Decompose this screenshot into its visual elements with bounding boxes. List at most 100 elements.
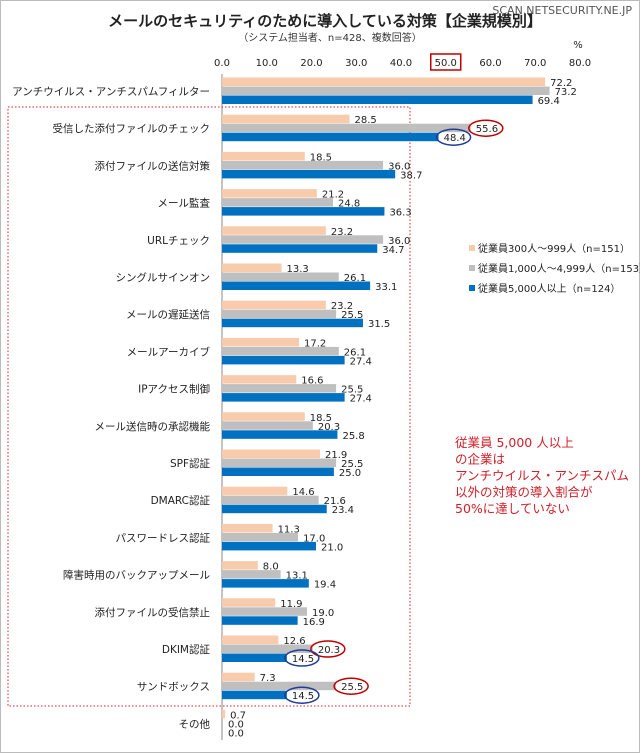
value-label: 7.3: [260, 673, 276, 684]
value-label: 0.0: [228, 719, 244, 730]
value-label: 36.0: [388, 161, 410, 172]
value-label: 14.6: [292, 487, 314, 498]
bar: [222, 189, 317, 198]
bar: [222, 309, 337, 319]
value-label: 20.3: [318, 422, 340, 433]
bar: [222, 532, 299, 542]
legend-swatch: [469, 285, 475, 291]
value-label: 16.6: [301, 376, 323, 387]
value-label: 23.2: [331, 301, 353, 312]
value-label: 69.4: [538, 96, 560, 107]
x-tick-label: 10.0: [256, 58, 278, 69]
bar: [222, 644, 313, 653]
bar: [222, 337, 299, 347]
bar: [222, 263, 282, 272]
bar: [222, 355, 345, 365]
x-tick-label: 60.0: [479, 58, 501, 69]
value-label: 73.2: [555, 87, 577, 98]
bar: [222, 598, 276, 607]
value-label: 17.0: [303, 533, 325, 544]
bar: [222, 86, 550, 95]
category-label: シングルサインオン: [116, 271, 211, 284]
bar: [222, 458, 337, 467]
legend-label: 従業員1,000人～4,999人（n=153）: [478, 262, 640, 275]
value-label: 19.0: [312, 608, 334, 619]
category-label: URLチェック: [147, 235, 210, 247]
bar: [222, 541, 316, 551]
bar: [222, 151, 305, 161]
value-label: 27.4: [350, 394, 372, 405]
bar: [222, 160, 384, 170]
x-tick-label: 50.0: [435, 58, 457, 69]
bar: [222, 635, 279, 644]
value-label: 55.6: [476, 124, 498, 135]
value-label: 25.5: [341, 459, 363, 470]
value-label: 38.7: [400, 170, 422, 181]
value-label: 25.0: [339, 468, 361, 479]
legend-swatch: [469, 265, 475, 271]
category-label: メール監査: [158, 197, 211, 210]
bar: [222, 132, 439, 142]
highlight-circle: [284, 649, 320, 667]
bar: [222, 681, 337, 691]
bar: [222, 504, 327, 514]
value-label: 14.5: [292, 654, 314, 665]
value-label: 25.5: [341, 682, 363, 693]
value-label: 12.6: [283, 636, 305, 647]
watermark: SCAN.NETSECURITY.NE.JP: [492, 4, 632, 17]
value-label: 25.5: [341, 385, 363, 396]
category-label: DKIM認証: [162, 643, 211, 656]
legend-swatch: [469, 245, 475, 251]
category-label: IPアクセス制御: [138, 383, 210, 396]
x-tick-label: 0.0: [214, 58, 230, 69]
bar: [222, 616, 298, 625]
value-label: 18.5: [310, 152, 332, 163]
category-label: 添付ファイルの受信禁止: [95, 606, 211, 619]
value-label: 26.1: [344, 347, 366, 358]
x-tick-label: 40.0: [390, 58, 412, 69]
value-label: 21.9: [325, 450, 347, 461]
bar: [222, 346, 339, 356]
value-label: 11.9: [280, 599, 302, 610]
highlight-circle: [468, 119, 504, 137]
bar: [222, 570, 281, 579]
value-label: 72.2: [550, 78, 572, 89]
x-tick-label: 70.0: [524, 58, 546, 69]
category-label: サンドボックス: [137, 681, 210, 693]
bar: [222, 235, 384, 244]
highlight-circle: [284, 686, 320, 704]
bar: [222, 375, 297, 384]
value-label: 21.2: [322, 190, 344, 201]
value-label: 23.2: [331, 227, 353, 238]
bar: [222, 207, 385, 216]
chart-subtitle: （システム担当者、n=428、複数回答）: [238, 31, 422, 44]
annotation-line: アンチウイルス・アンチスパム: [455, 468, 629, 483]
bar: [222, 449, 321, 458]
bar: [222, 169, 396, 179]
value-label: 36.3: [389, 208, 411, 219]
bar: [222, 486, 288, 496]
bar: [222, 579, 309, 588]
bar: [222, 272, 339, 281]
value-label: 11.3: [278, 524, 300, 535]
value-label: 27.4: [350, 356, 372, 367]
category-label: その他: [179, 717, 211, 730]
bar: [222, 77, 546, 86]
bar: [222, 561, 258, 570]
bar: [222, 318, 363, 328]
bar: [222, 495, 319, 505]
bar: [222, 226, 326, 235]
tick-highlight-box: [430, 53, 462, 71]
value-label: 14.5: [292, 691, 314, 702]
value-label: 31.5: [368, 319, 390, 330]
bar: [222, 672, 255, 682]
value-label: 28.5: [355, 115, 377, 126]
category-label: アンチウイルス・アンチスパムフィルター: [12, 86, 210, 98]
value-label: 24.8: [338, 199, 360, 210]
bar: [222, 300, 326, 310]
annotation-line: 従業員 5,000 人以上: [455, 435, 574, 450]
highlight-circle: [435, 128, 472, 146]
bar: [222, 114, 350, 124]
value-label: 21.0: [321, 542, 343, 553]
